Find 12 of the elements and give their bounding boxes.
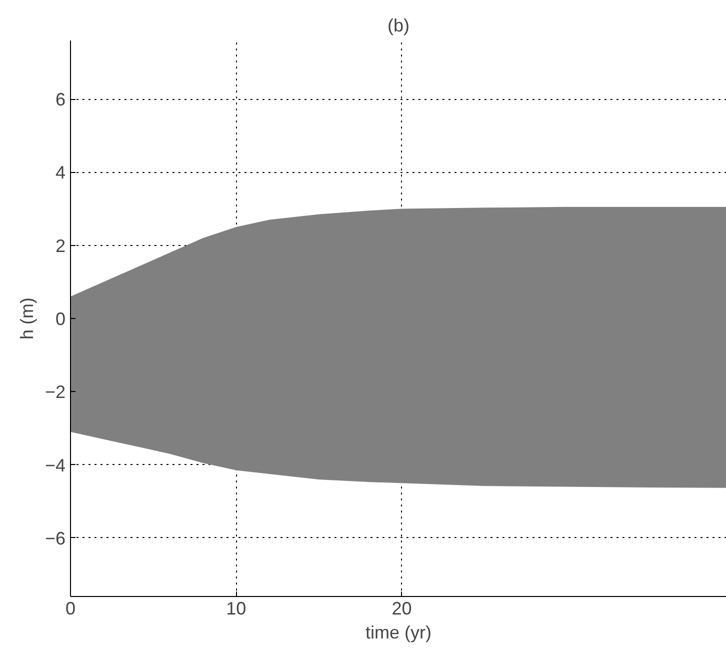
y-tick-label: −4 xyxy=(44,455,66,476)
y-axis-title: h (m) xyxy=(16,297,37,340)
y-tick-label: −2 xyxy=(44,382,66,402)
y-tick-label: 0 xyxy=(55,309,66,329)
x-tick-label: 20 xyxy=(392,598,412,618)
y-tick-label: −6 xyxy=(44,528,66,548)
y-tick-label: 2 xyxy=(55,236,66,256)
x-tick-label: 10 xyxy=(226,598,246,618)
x-axis-title: time (yr) xyxy=(366,622,432,642)
y-tick-label: 4 xyxy=(55,162,66,183)
chart-title: (b) xyxy=(388,16,410,36)
y-tick-label: 6 xyxy=(55,90,66,110)
